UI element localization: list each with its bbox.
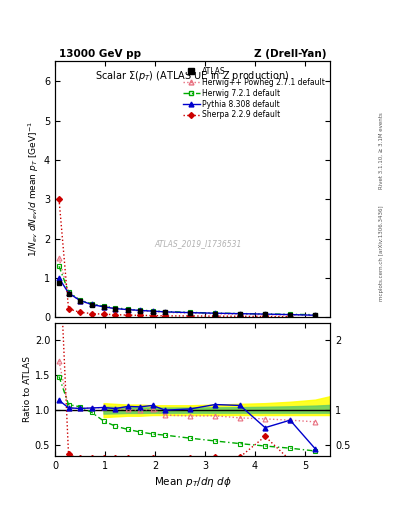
Text: Rivet 3.1.10, ≥ 3.1M events: Rivet 3.1.10, ≥ 3.1M events [379, 113, 384, 189]
Text: mcplots.cern.ch [arXiv:1306.3436]: mcplots.cern.ch [arXiv:1306.3436] [379, 206, 384, 301]
X-axis label: Mean $p_T/d\eta\ d\phi$: Mean $p_T/d\eta\ d\phi$ [154, 475, 231, 489]
Text: ATLAS_2019_I1736531: ATLAS_2019_I1736531 [154, 239, 242, 248]
Text: Scalar $\Sigma(p_T)$ (ATLAS UE in Z production): Scalar $\Sigma(p_T)$ (ATLAS UE in Z prod… [95, 69, 290, 83]
Y-axis label: $1/N_{ev}\ dN_{ev}/d$ mean $p_T$ [GeV]$^{-1}$: $1/N_{ev}\ dN_{ev}/d$ mean $p_T$ [GeV]$^… [27, 121, 41, 258]
Legend: ATLAS, Herwig++ Powheg 2.7.1 default, Herwig 7.2.1 default, Pythia 8.308 default: ATLAS, Herwig++ Powheg 2.7.1 default, He… [181, 65, 326, 121]
Text: 13000 GeV pp: 13000 GeV pp [59, 49, 141, 59]
Text: Z (Drell-Yan): Z (Drell-Yan) [254, 49, 326, 59]
Y-axis label: Ratio to ATLAS: Ratio to ATLAS [23, 356, 32, 422]
